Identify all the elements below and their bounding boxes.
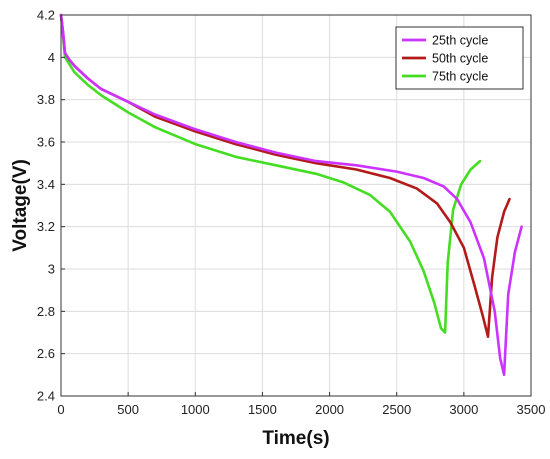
y-tick-label: 3.6 [37,135,55,150]
y-tick-label: 3.2 [37,219,55,234]
y-tick-label: 3 [48,262,55,277]
x-tick-label: 0 [57,402,64,417]
legend: 25th cycle 50th cycle 75th cycle [395,26,524,90]
x-axis-label: Time(s) [262,428,329,449]
legend-label-2: 50th cycle [432,52,488,66]
x-tick-label: 1000 [181,402,210,417]
series-line-1 [59,13,523,377]
x-tick-label: 3000 [449,402,478,417]
y-tick-label: 2.4 [37,389,55,404]
x-tick-label: 1500 [248,402,277,417]
x-tick-label: 2000 [315,402,344,417]
x-tick-label: 500 [117,402,139,417]
x-axis-ticks: 0 500 1000 1500 2000 2500 3000 3500 [57,392,545,417]
y-axis-ticks: 2.4 2.6 2.8 3 3.2 3.4 3.6 3.8 4 4.2 [37,8,65,404]
series-line-3 [59,13,482,334]
x-tick-label: 2500 [382,402,411,417]
y-tick-label: 2.6 [37,346,55,361]
y-axis-label: Voltage(V) [10,159,31,252]
y-tick-label: 4.2 [37,8,55,23]
y-tick-label: 3.4 [37,177,55,192]
plot-frame [60,14,532,397]
legend-label-3: 75th cycle [432,70,488,84]
y-tick-label: 3.8 [37,92,55,107]
y-tick-label: 2.8 [37,304,55,319]
y-tick-label: 4 [48,50,55,65]
x-tick-label: 3500 [517,402,546,417]
legend-label-1: 25th cycle [432,34,488,48]
series-group [59,13,523,377]
